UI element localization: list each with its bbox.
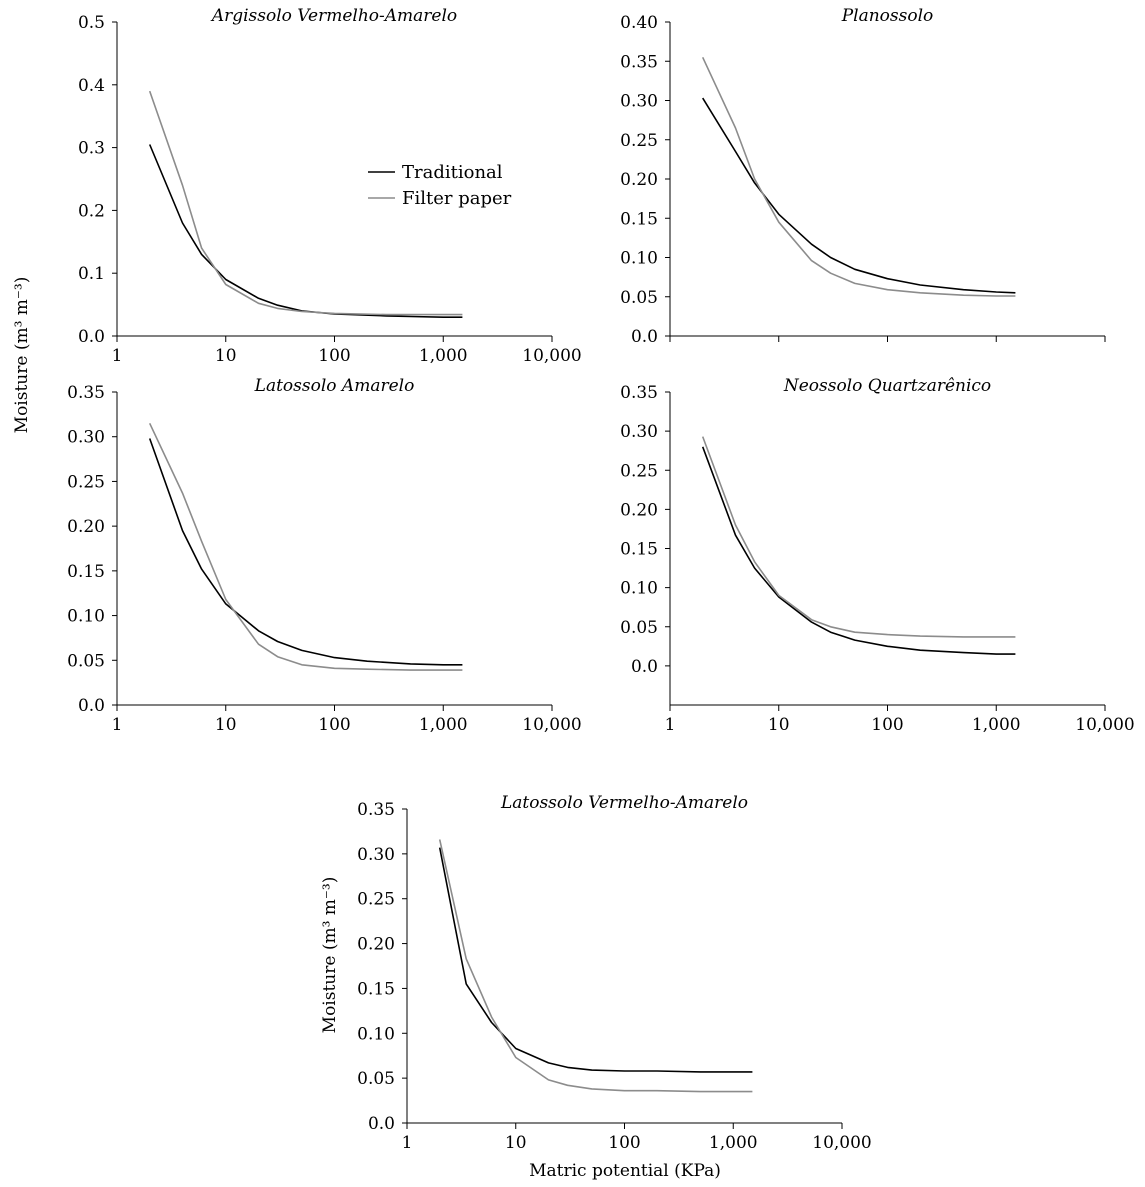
y-tick-label: 0.35 [357, 800, 395, 820]
x-tick-label: 1 [112, 715, 123, 735]
y-tick-label: 0.10 [67, 607, 105, 627]
x-tick-label: 10,000 [1075, 715, 1134, 735]
y-tick-label: 0.0 [631, 327, 658, 347]
y-tick-label: 0.40 [620, 13, 658, 33]
series-line-traditional [438, 847, 753, 1073]
y-tick-label: 0.25 [620, 131, 658, 151]
series-line-traditional [701, 446, 1016, 655]
y-tick-label: 0.05 [620, 288, 658, 308]
y-tick-label: 0.25 [67, 472, 105, 492]
x-tick-label: 100 [318, 715, 350, 735]
panel-planossolo: Planossolo 0.0 0.05 0.10 0.15 0.20 0.25 0.30 0.3… [620, 6, 1106, 347]
y-tick-label: 0.35 [67, 383, 105, 403]
panel-title: Argissolo Vermelho-Amarelo [210, 6, 457, 26]
x-tick-label: 1 [665, 715, 676, 735]
y-tick-label: 0.30 [357, 845, 395, 865]
series-line-filter-paper [148, 422, 463, 671]
y-tick-label: 0.15 [620, 209, 658, 229]
y-tick-label: 0.0 [631, 657, 658, 677]
y-tick-label: 0.5 [78, 13, 105, 33]
x-tick-label: 100 [871, 715, 903, 735]
x-tick-label: 1,000 [419, 715, 468, 735]
y-tick-label: 0.05 [357, 1069, 395, 1089]
y-tick-label: 0.35 [620, 383, 658, 403]
legend: Traditional Filter paper [368, 162, 512, 209]
series-line-traditional [702, 97, 1016, 294]
y-tick-label: 0.0 [78, 327, 105, 347]
x-tick-label: 1 [402, 1133, 413, 1153]
x-tick-label: 10 [215, 346, 237, 366]
series-line-filter-paper [701, 56, 1016, 297]
x-tick-label: 10 [768, 715, 790, 735]
series-line-filter-paper [148, 90, 463, 316]
x-tick-label: 10 [505, 1133, 527, 1153]
y-tick-label: 0.0 [78, 696, 105, 716]
y-tick-label: 0.20 [357, 935, 395, 955]
y-axis-label-bottom: Moisture (m³ m⁻³) [320, 877, 340, 1034]
y-tick-label: 0.30 [620, 422, 658, 442]
y-tick-label: 0.10 [620, 249, 658, 269]
x-tick-label: 1,000 [709, 1133, 758, 1153]
y-tick-label: 0.25 [620, 461, 658, 481]
y-tick-label: 0.20 [67, 517, 105, 537]
y-tick-label: 0.10 [357, 1024, 395, 1044]
panel-latossolo-vermelho-amarelo: Latossolo Vermelho-Amarelo 0.0 0.05 0.10 0.1… [357, 793, 872, 1153]
panel-title: Planossolo [841, 6, 934, 26]
panel-title: Neossolo Quartzarênico [783, 376, 991, 396]
legend-label-filter-paper: Filter paper [402, 188, 512, 209]
series-line-traditional [148, 438, 463, 666]
legend-label-traditional: Traditional [402, 162, 503, 183]
x-tick-label: 1 [112, 346, 123, 366]
y-tick-label: 0.20 [620, 500, 658, 520]
y-tick-label: 0.30 [620, 92, 658, 112]
x-axis-label: Matric potential (KPa) [529, 1161, 721, 1181]
y-tick-label: 0.3 [78, 139, 105, 159]
y-tick-label: 0.15 [620, 540, 658, 560]
y-tick-label: 0.25 [357, 890, 395, 910]
x-tick-label: 100 [318, 346, 350, 366]
x-tick-label: 10 [215, 715, 237, 735]
y-tick-label: 0.1 [78, 264, 105, 284]
series-line-traditional [148, 144, 463, 319]
x-tick-label: 100 [608, 1133, 640, 1153]
y-tick-label: 0.30 [67, 428, 105, 448]
x-tick-label: 1,000 [419, 346, 468, 366]
series-line-filter-paper [438, 839, 753, 1093]
y-tick-label: 0.0 [368, 1114, 395, 1134]
y-tick-label: 0.15 [357, 979, 395, 999]
panel-title: Latossolo Vermelho-Amarelo [500, 793, 748, 813]
panel-neossolo-quartzarenico: Neossolo Quartzarênico 0.0 0.05 0.10 0.15 0.2… [620, 376, 1135, 735]
y-tick-label: 0.15 [67, 562, 105, 582]
x-tick-label: 10,000 [812, 1133, 871, 1153]
x-tick-label: 10,000 [522, 346, 581, 366]
panel-argissolo-vermelho-amarelo: Argissolo Vermelho-Amarelo 0.0 0.1 0.2 0.3 0.… [78, 6, 582, 366]
y-tick-label: 0.05 [620, 618, 658, 638]
y-tick-label: 0.4 [78, 76, 105, 96]
y-tick-label: 0.05 [67, 651, 105, 671]
series-line-filter-paper [701, 436, 1016, 638]
y-tick-label: 0.10 [620, 579, 658, 599]
x-tick-label: 1,000 [972, 715, 1021, 735]
panel-latossolo-amarelo: Latossolo Amarelo 0.0 0.05 0.10 0.15 0.20 0.25… [67, 376, 582, 735]
panel-title: Latossolo Amarelo [254, 376, 415, 396]
panels: Argissolo Vermelho-Amarelo 0.0 0.1 0.2 0.3 0.… [67, 6, 1135, 1153]
x-tick-label: 10,000 [522, 715, 581, 735]
y-tick-label: 0.35 [620, 52, 658, 72]
y-axis-label-top: Moisture (m³ m⁻³) [12, 277, 32, 434]
y-tick-label: 0.20 [620, 170, 658, 190]
y-tick-label: 0.2 [78, 201, 105, 221]
